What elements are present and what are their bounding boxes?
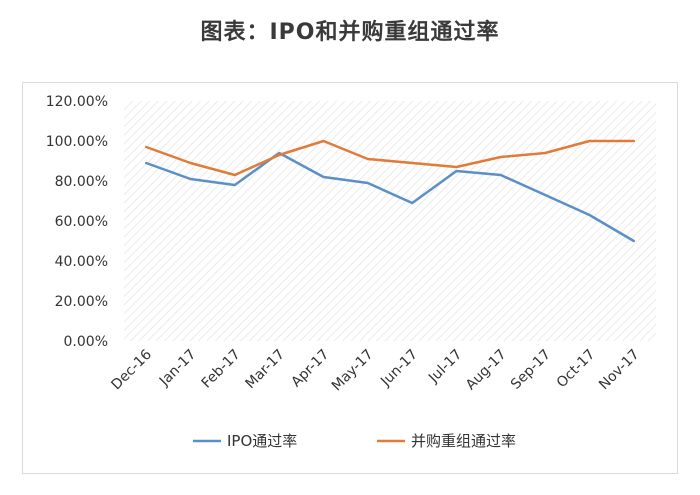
x-tick-label: Jan-17 [156,347,199,390]
x-tick-label: Aug-17 [463,347,510,394]
y-tick-label: 100.00% [46,134,108,150]
series-line-0 [144,151,636,243]
y-tick-label: 120.00% [46,94,108,110]
x-tick-label: Oct-17 [554,347,599,392]
legend: IPO通过率 并购重组通过率 [193,432,516,450]
x-tick-label: Sep-17 [508,347,554,393]
series-line-1 [144,139,636,177]
y-tick-label: 0.00% [64,334,108,350]
x-tick-label: Dec-16 [108,346,155,393]
series-lines [144,139,636,243]
y-tick-label: 20.00% [55,294,108,310]
x-tick-label: Nov-17 [596,347,643,394]
plot-area-background [124,101,656,341]
x-tick-label: Feb-17 [199,347,244,392]
y-axis: 0.00% 20.00% 40.00% 60.00% 80.00% 100.00% 120.… [46,94,108,350]
y-tick-label: 60.00% [55,214,108,230]
x-tick-label: Mar-17 [242,347,288,393]
chart-frame: 0.00% 20.00% 40.00% 60.00% 80.00% 100.00% 120.… [22,82,678,474]
x-tick-label: May-17 [329,347,377,395]
chart-title: 图表：IPO和并购重组通过率 [200,20,500,45]
legend-label: IPO通过率 [227,432,297,450]
y-tick-label: 40.00% [55,254,108,270]
x-tick-label: Jul-17 [425,347,465,387]
line-chart: 0.00% 20.00% 40.00% 60.00% 80.00% 100.00% 120.… [46,94,656,450]
x-tick-label: Jun-17 [377,347,421,391]
legend-label: 并购重组通过率 [411,432,516,450]
y-tick-label: 80.00% [55,174,108,190]
x-tick-label: Apr-17 [288,347,332,391]
